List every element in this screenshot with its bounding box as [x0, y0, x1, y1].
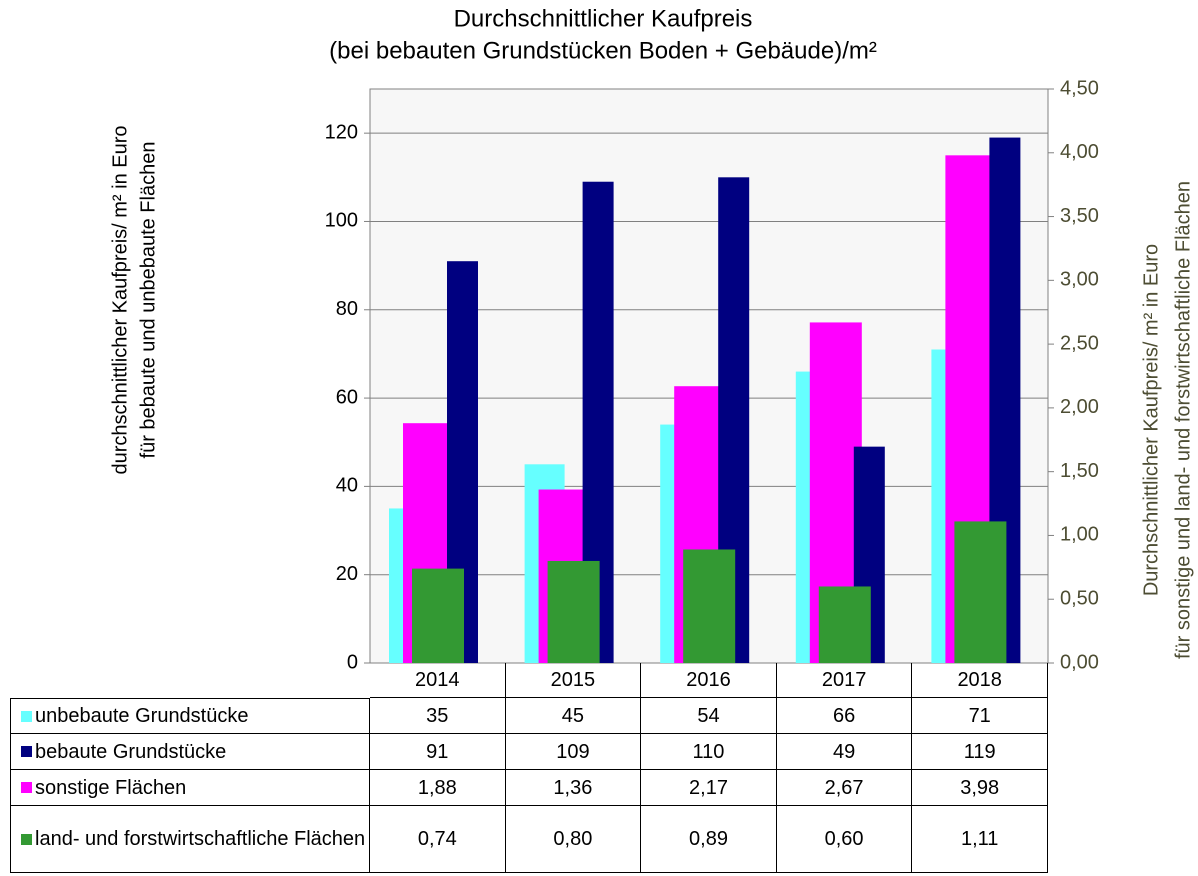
y-tick-label: 80	[336, 298, 358, 320]
table-value: 0,74	[370, 806, 506, 873]
table-value: 3,98	[912, 770, 1048, 806]
table-value: 45	[505, 698, 642, 734]
y-tick-label: 20	[336, 563, 358, 585]
y2-tick-label: 1,00	[1060, 524, 1099, 546]
legend-swatch	[21, 746, 32, 757]
y-tick-label: 60	[336, 386, 358, 408]
bar	[954, 521, 1007, 663]
x-tick-label: 2015	[505, 663, 642, 698]
legend-label: land- und forstwirtschaftliche Flächen	[35, 828, 366, 850]
table-value: 110	[641, 734, 777, 770]
y2-tick-label: 3,50	[1060, 205, 1099, 227]
y2-tick-label: 4,50	[1060, 77, 1099, 99]
y-axis-label: durchschnittlicher Kaufpreis/ m² in Euro	[109, 125, 131, 474]
legend-label: bebaute Grundstücke	[35, 740, 227, 763]
bar	[683, 549, 736, 663]
y-tick-label: 0	[347, 651, 358, 673]
x-tick-label: 2017	[776, 663, 913, 698]
legend-swatch	[21, 833, 32, 845]
table-value: 1,88	[370, 770, 506, 806]
y2-axis-label: Durchschnittlicher Kaufpreis/ m² in Euro	[1140, 244, 1162, 596]
table-value: 54	[641, 698, 777, 734]
y-tick-label: 100	[325, 210, 358, 232]
table-value: 2,17	[641, 770, 777, 806]
table-value: 2,67	[776, 770, 913, 806]
legend-swatch	[21, 710, 32, 722]
table-value: 0,60	[776, 806, 913, 873]
chart-title: Durchschnittlicher Kaufpreis	[454, 5, 753, 32]
y2-tick-label: 4,00	[1060, 141, 1099, 163]
bar	[412, 568, 464, 663]
bar	[547, 560, 600, 663]
y2-axis-label: für sonstige und land- und forstwirtscha…	[1172, 181, 1194, 659]
table-value: 71	[912, 698, 1048, 734]
table-value: 1,11	[912, 806, 1048, 873]
table-value: 35	[370, 698, 506, 734]
y2-tick-label: 3,00	[1060, 269, 1099, 291]
legend-cell: land- und forstwirtschaftliche Flächen	[10, 806, 370, 873]
legend-cell: unbebaute Grundstücke	[10, 698, 370, 734]
table-value: 0,80	[505, 806, 642, 873]
x-tick-label: 2018	[912, 663, 1048, 698]
chart-title: (bei bebauten Grundstücken Boden + Gebäu…	[329, 37, 877, 64]
y2-tick-label: 1,50	[1060, 460, 1099, 482]
y2-tick-label: 0,00	[1060, 651, 1099, 673]
table-value: 91	[370, 734, 506, 770]
y-axis-label: für bebaute und unbebaute Flächen	[137, 142, 159, 459]
table-value: 0,89	[641, 806, 777, 873]
legend-label: sonstige Flächen	[35, 776, 187, 799]
table-value: 119	[912, 734, 1048, 770]
legend-cell: sonstige Flächen	[10, 770, 370, 806]
legend-label: unbebaute Grundstücke	[35, 705, 249, 727]
y2-tick-label: 2,00	[1060, 396, 1099, 418]
legend-cell: bebaute Grundstücke	[10, 734, 370, 770]
y-tick-label: 120	[325, 121, 358, 143]
y2-tick-label: 0,50	[1060, 588, 1099, 610]
table-value: 1,36	[505, 770, 642, 806]
y-tick-label: 40	[336, 475, 358, 497]
bar	[818, 586, 871, 663]
legend-swatch	[21, 782, 32, 793]
table-value: 109	[505, 734, 642, 770]
table-value: 66	[776, 698, 913, 734]
x-tick-label: 2014	[370, 663, 506, 698]
table-value: 49	[776, 734, 913, 770]
y2-tick-label: 2,50	[1060, 332, 1099, 354]
x-tick-label: 2016	[641, 663, 777, 698]
